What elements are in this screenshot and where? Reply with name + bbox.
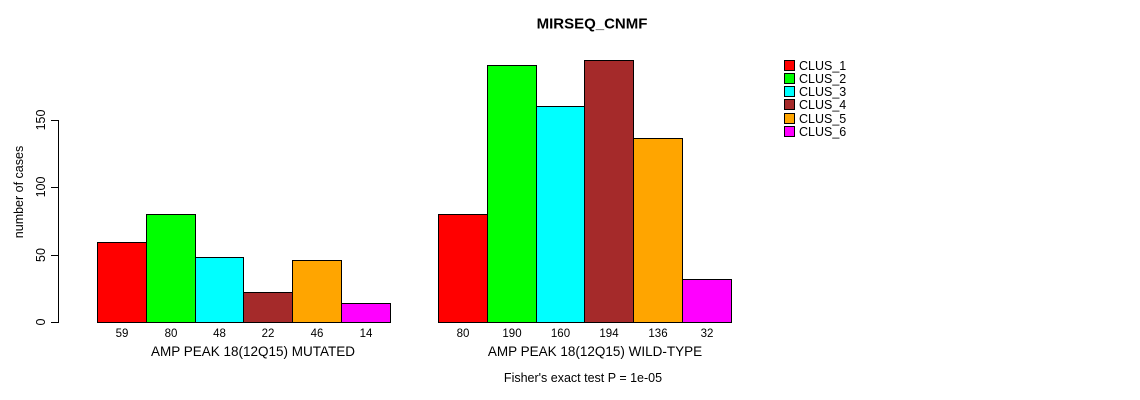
legend-label: CLUS_4 xyxy=(799,97,847,112)
bar-clus_6 xyxy=(341,303,391,323)
bar-value-label: 160 xyxy=(550,328,571,340)
legend-item-clus_2: CLUS_2 xyxy=(784,71,847,86)
bar-clus_5 xyxy=(633,138,683,323)
bar-value-label: 136 xyxy=(648,328,668,340)
y-axis-label: number of cases xyxy=(12,145,26,239)
y-axis-line xyxy=(58,120,59,323)
legend-label: CLUS_2 xyxy=(799,71,847,86)
bar-value-label: 190 xyxy=(502,328,522,340)
legend-item-clus_5: CLUS_5 xyxy=(784,111,847,126)
bar-value-label: 80 xyxy=(456,328,470,340)
group-label-wild-type: AMP PEAK 18(12Q15) WILD-TYPE xyxy=(487,344,703,359)
bar-value-label: 22 xyxy=(261,328,275,340)
y-tick-label: 100 xyxy=(34,176,48,198)
legend-item-clus_4: CLUS_4 xyxy=(784,97,847,112)
legend-swatch-icon xyxy=(784,99,795,110)
bar-value-label: 59 xyxy=(115,328,129,340)
bar-clus_4 xyxy=(584,60,634,323)
y-tick-label: 0 xyxy=(34,318,48,326)
bar-clus_3 xyxy=(195,257,244,323)
bar-value-label: 46 xyxy=(310,328,324,340)
legend-swatch-icon xyxy=(784,73,795,84)
chart-title: MIRSEQ_CNMF xyxy=(536,15,648,33)
bar-clus_5 xyxy=(292,260,342,323)
y-tick-label: 50 xyxy=(34,248,48,262)
bar-value-label: 194 xyxy=(599,328,619,340)
bar-clus_3 xyxy=(536,106,585,323)
bar-value-label: 80 xyxy=(164,328,178,340)
bar-clus_1 xyxy=(97,242,147,323)
legend-label: CLUS_1 xyxy=(799,58,847,73)
y-tick-mark xyxy=(51,120,58,121)
bar-clus_4 xyxy=(243,292,293,323)
bar-clus_2 xyxy=(146,214,196,323)
legend-swatch-icon xyxy=(784,113,795,124)
legend-swatch-icon xyxy=(784,60,795,71)
bar-value-label: 32 xyxy=(700,328,714,340)
legend-swatch-icon xyxy=(784,86,795,97)
legend-label: CLUS_6 xyxy=(799,124,847,139)
legend-item-clus_1: CLUS_1 xyxy=(784,58,847,73)
legend-item-clus_3: CLUS_3 xyxy=(784,84,847,99)
group-label-mutated: AMP PEAK 18(12Q15) MUTATED xyxy=(150,344,356,359)
legend-label: CLUS_5 xyxy=(799,111,847,126)
y-tick-mark xyxy=(51,322,58,323)
y-tick-label: 150 xyxy=(34,109,48,131)
bar-clus_2 xyxy=(487,65,537,323)
bar-value-label: 48 xyxy=(213,328,226,340)
fisher-test-footnote: Fisher's exact test P = 1e-05 xyxy=(503,371,663,385)
y-tick-mark xyxy=(51,255,58,256)
y-tick-mark xyxy=(51,187,58,188)
legend-label: CLUS_3 xyxy=(799,84,847,99)
bar-value-label: 14 xyxy=(359,328,373,340)
legend-swatch-icon xyxy=(784,126,795,137)
bar-clus_6 xyxy=(682,279,732,323)
legend-item-clus_6: CLUS_6 xyxy=(784,124,847,139)
bar-clus_1 xyxy=(438,214,488,323)
